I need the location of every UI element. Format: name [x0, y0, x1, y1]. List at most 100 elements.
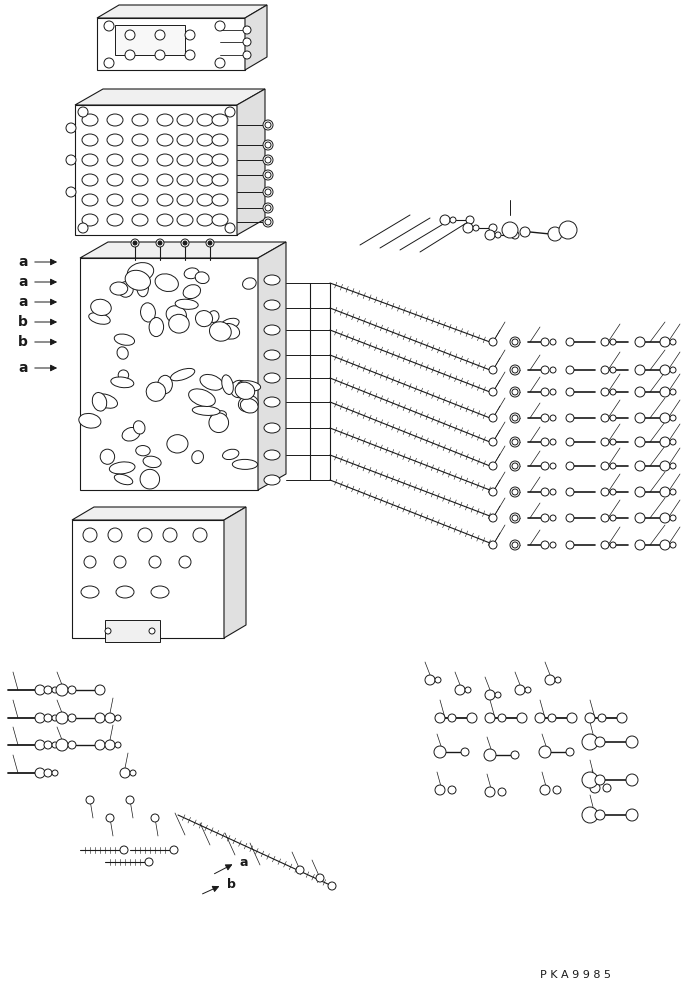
Circle shape — [145, 858, 153, 866]
Ellipse shape — [264, 475, 280, 485]
Circle shape — [265, 189, 271, 195]
Circle shape — [484, 749, 496, 761]
Text: P K A 9 9 8 5: P K A 9 9 8 5 — [540, 970, 611, 980]
Circle shape — [512, 389, 518, 395]
Circle shape — [626, 809, 638, 821]
Ellipse shape — [183, 285, 201, 298]
Ellipse shape — [132, 114, 148, 126]
Circle shape — [435, 785, 445, 795]
Ellipse shape — [210, 322, 231, 341]
Circle shape — [66, 123, 76, 133]
Circle shape — [670, 339, 676, 345]
Circle shape — [473, 225, 479, 231]
Circle shape — [635, 365, 645, 375]
Circle shape — [610, 415, 616, 421]
Ellipse shape — [212, 194, 228, 206]
Circle shape — [610, 542, 616, 548]
Circle shape — [660, 387, 670, 397]
Ellipse shape — [132, 194, 148, 206]
Circle shape — [52, 742, 58, 748]
Ellipse shape — [232, 459, 258, 470]
Ellipse shape — [81, 586, 99, 598]
Circle shape — [163, 528, 177, 542]
Circle shape — [510, 365, 520, 375]
Circle shape — [263, 170, 273, 180]
Circle shape — [44, 686, 52, 694]
Circle shape — [155, 30, 165, 40]
Circle shape — [595, 737, 605, 747]
Circle shape — [566, 438, 574, 446]
Circle shape — [263, 120, 273, 130]
Circle shape — [585, 713, 595, 723]
Circle shape — [265, 172, 271, 178]
Circle shape — [670, 415, 676, 421]
Ellipse shape — [107, 194, 123, 206]
Ellipse shape — [243, 278, 256, 290]
Circle shape — [52, 687, 58, 693]
Circle shape — [601, 388, 609, 396]
Circle shape — [559, 221, 577, 239]
Circle shape — [35, 740, 45, 750]
Ellipse shape — [91, 299, 111, 315]
Circle shape — [466, 216, 474, 224]
Circle shape — [265, 142, 271, 148]
Circle shape — [541, 462, 549, 470]
Circle shape — [44, 769, 52, 777]
Circle shape — [541, 438, 549, 446]
Circle shape — [158, 241, 162, 245]
Circle shape — [52, 715, 58, 721]
Circle shape — [263, 217, 273, 227]
Circle shape — [541, 514, 549, 522]
Circle shape — [489, 462, 497, 470]
Circle shape — [635, 337, 645, 347]
Circle shape — [595, 810, 605, 820]
Circle shape — [265, 122, 271, 128]
Circle shape — [208, 241, 212, 245]
Ellipse shape — [177, 194, 193, 206]
Circle shape — [263, 155, 273, 165]
Circle shape — [485, 230, 495, 240]
Ellipse shape — [168, 314, 189, 333]
Ellipse shape — [264, 423, 280, 433]
Circle shape — [155, 50, 165, 60]
Ellipse shape — [196, 310, 212, 327]
Circle shape — [635, 461, 645, 471]
Ellipse shape — [100, 449, 115, 464]
Circle shape — [610, 339, 616, 345]
Circle shape — [66, 187, 76, 197]
Ellipse shape — [89, 312, 110, 324]
Ellipse shape — [171, 368, 195, 381]
Circle shape — [670, 542, 676, 548]
Circle shape — [511, 231, 519, 239]
Circle shape — [265, 205, 271, 211]
Ellipse shape — [140, 470, 159, 489]
Circle shape — [126, 796, 134, 804]
Polygon shape — [224, 507, 246, 638]
Circle shape — [510, 413, 520, 423]
Circle shape — [108, 528, 122, 542]
Circle shape — [601, 488, 609, 496]
Ellipse shape — [212, 114, 228, 126]
Circle shape — [489, 488, 497, 496]
Text: a: a — [18, 255, 28, 269]
Circle shape — [489, 541, 497, 549]
Ellipse shape — [116, 586, 134, 598]
Circle shape — [463, 223, 473, 233]
Circle shape — [550, 463, 556, 469]
Circle shape — [610, 439, 616, 445]
Ellipse shape — [115, 474, 133, 485]
Circle shape — [181, 239, 189, 247]
Bar — [105, 620, 160, 642]
Circle shape — [670, 389, 676, 395]
Ellipse shape — [166, 305, 187, 324]
Circle shape — [149, 628, 155, 634]
Circle shape — [193, 528, 207, 542]
Circle shape — [553, 786, 561, 794]
Circle shape — [601, 438, 609, 446]
Circle shape — [610, 515, 616, 521]
Circle shape — [540, 785, 550, 795]
Ellipse shape — [136, 279, 148, 296]
Ellipse shape — [82, 134, 98, 146]
Circle shape — [225, 223, 235, 233]
Circle shape — [566, 541, 574, 549]
